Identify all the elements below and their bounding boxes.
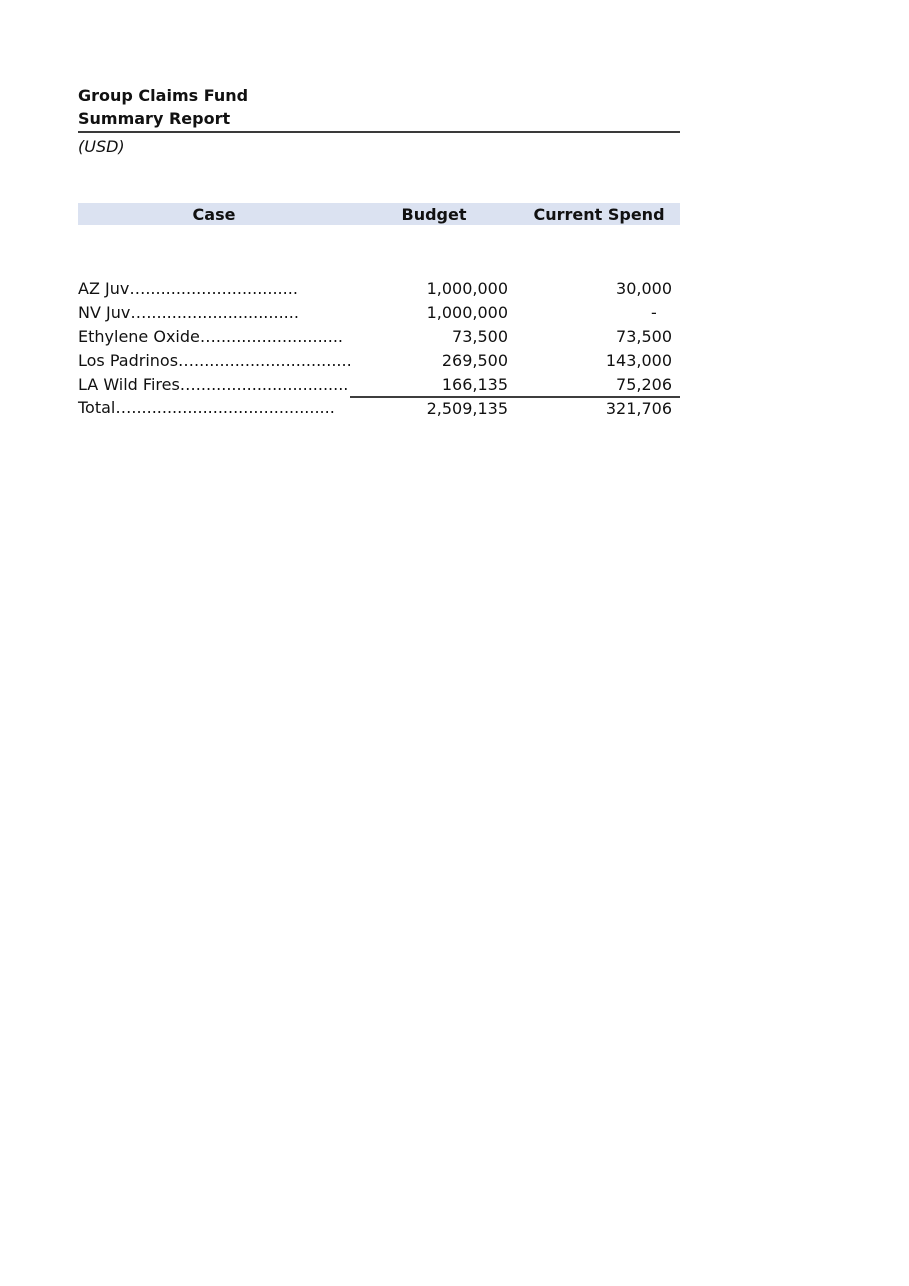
- case-cell: Los Padrinos…...........................…: [78, 350, 352, 370]
- case-cell: Ethylene Oxide….........................: [78, 326, 344, 346]
- total-numbers-group: 2,509,135 321,706: [350, 395, 680, 420]
- case-cell: NV Juv…..............................: [78, 303, 299, 323]
- budget-cell: 1,000,000: [426, 303, 508, 323]
- total-label-cell: Total…..................................…: [78, 398, 335, 418]
- summary-table: Case Budget Current Spend AZ Juv….......…: [78, 203, 680, 420]
- table-body: AZ Juv….............................. 1,…: [78, 277, 680, 420]
- report-subtitle: Summary Report: [78, 107, 680, 133]
- budget-cell: 1,000,000: [426, 279, 508, 299]
- currency-note: (USD): [78, 137, 125, 156]
- budget-cell: 73,500: [452, 326, 508, 346]
- header-case: Case: [192, 204, 236, 224]
- table-row: Ethylene Oxide….........................…: [78, 325, 680, 349]
- budget-cell: 269,500: [441, 350, 508, 370]
- total-spend-cell: 321,706: [605, 399, 672, 419]
- spend-cell: 143,000: [605, 350, 672, 370]
- spend-cell: -: [650, 303, 672, 323]
- spend-cell: 30,000: [616, 279, 672, 299]
- budget-cell: 166,135: [441, 374, 508, 394]
- case-cell: AZ Juv…..............................: [78, 279, 298, 299]
- report-title: Group Claims Fund: [78, 86, 249, 105]
- table-row: LA Wild Fires…..........................…: [78, 372, 680, 396]
- spend-cell: 75,206: [616, 374, 672, 394]
- table-row: Los Padrinos…...........................…: [78, 348, 680, 372]
- table-total-row: Total…..................................…: [78, 395, 680, 420]
- table-header-row: Case Budget Current Spend: [78, 203, 680, 225]
- table-row: NV Juv….............................. 1,…: [78, 301, 680, 325]
- spend-cell: 73,500: [616, 326, 672, 346]
- table-row: AZ Juv….............................. 1,…: [78, 277, 680, 301]
- total-budget-cell: 2,509,135: [426, 399, 508, 419]
- report-content: Group Claims Fund Summary Report (USD) C…: [78, 84, 680, 420]
- header-budget: Budget: [401, 204, 467, 224]
- case-cell: LA Wild Fires…..........................…: [78, 374, 349, 394]
- header-current-spend: Current Spend: [533, 204, 665, 224]
